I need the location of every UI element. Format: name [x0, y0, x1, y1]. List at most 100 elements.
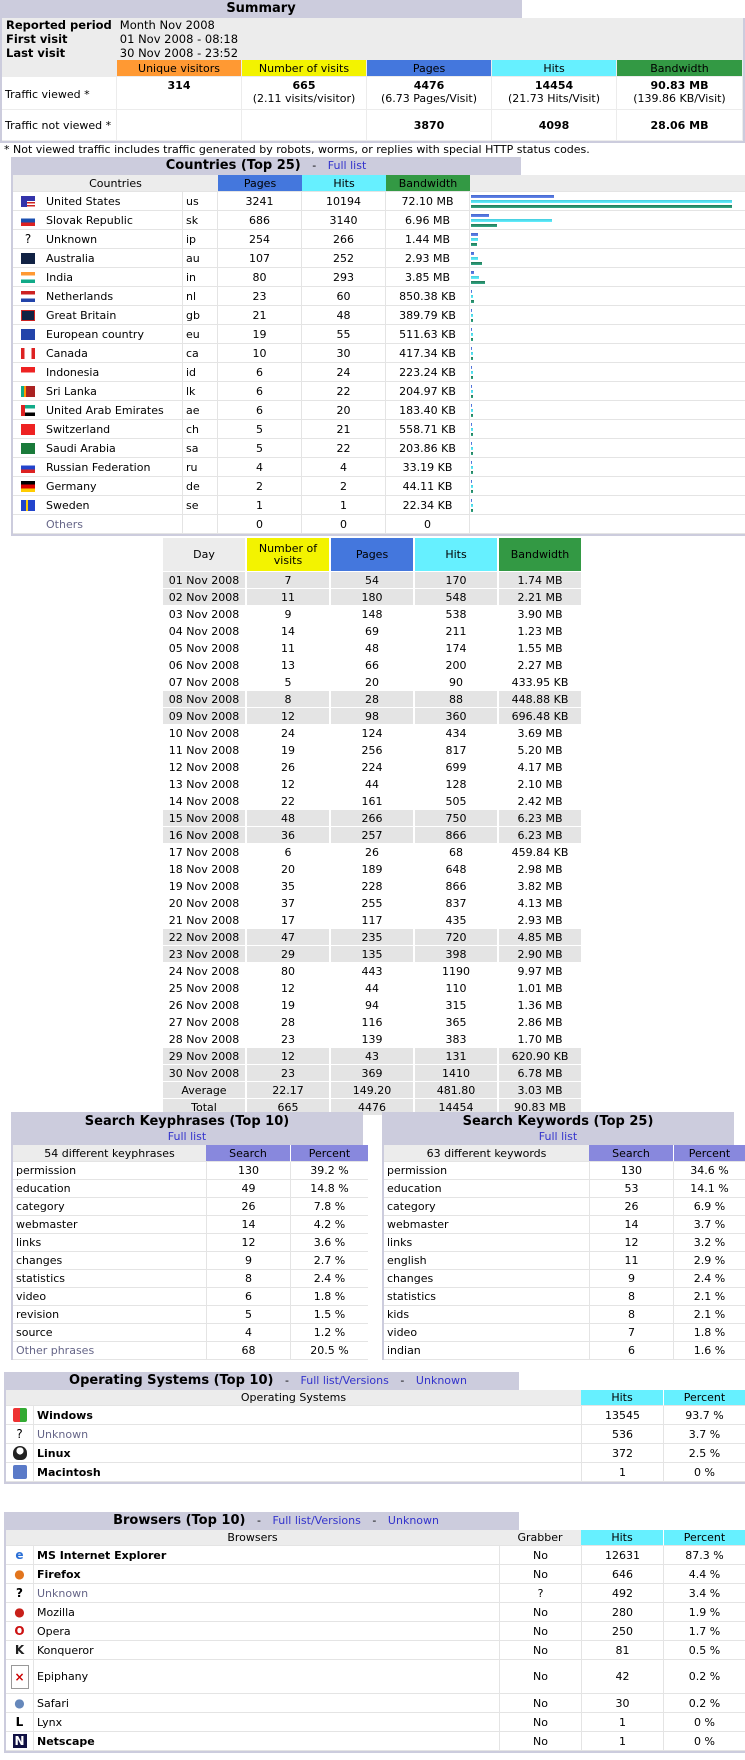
- day-bandwidth: 2.10 MB: [499, 776, 583, 793]
- search-count: 49: [206, 1180, 290, 1198]
- os-name: Linux: [34, 1444, 581, 1463]
- day-day: 27 Nov 2008: [163, 1014, 247, 1031]
- country-name: Saudi Arabia: [43, 439, 183, 458]
- hits-bar: [471, 484, 473, 488]
- os-full-list-link[interactable]: Full list/Versions: [300, 1374, 389, 1387]
- day-pages: 443: [331, 963, 415, 980]
- col-bandwidth: Bandwidth: [386, 175, 470, 192]
- bandwidth-bar: [471, 242, 477, 246]
- browser-grabber: No: [499, 1546, 581, 1565]
- search-term-row: source 4 1.2 %: [13, 1324, 368, 1342]
- hits-bar: [471, 199, 732, 203]
- country-row: Canada ca 10 30 417.34 KB: [13, 344, 745, 363]
- day-row: 10 Nov 2008 24 124 434 3.69 MB: [163, 725, 583, 742]
- day-day: 04 Nov 2008: [163, 623, 247, 640]
- day-visits: 35: [247, 878, 331, 895]
- hits-bar: [471, 237, 478, 241]
- pages-bar: [471, 327, 472, 331]
- day-bandwidth: 448.88 KB: [499, 691, 583, 708]
- pages-bar: [471, 422, 472, 426]
- os-unknown-link[interactable]: Unknown: [415, 1374, 467, 1387]
- day-pages: 256: [331, 742, 415, 759]
- country-name: Indonesia: [43, 363, 183, 382]
- keywords-full-list-link[interactable]: Full list: [538, 1130, 578, 1143]
- browser-percent: 3.4 %: [663, 1584, 745, 1603]
- day-bandwidth: 6.23 MB: [499, 810, 583, 827]
- search-percent: 1.8 %: [673, 1324, 745, 1342]
- country-bar-graph: [470, 211, 745, 230]
- keyphrases-title: Search Keyphrases (Top 10): [84, 1114, 290, 1129]
- day-visits: 12: [247, 708, 331, 725]
- day-pages: 139: [331, 1031, 415, 1048]
- browser-percent: 0 %: [663, 1732, 745, 1751]
- traffic-viewed-label: Traffic viewed *: [2, 77, 117, 110]
- country-hits: 1: [302, 496, 386, 515]
- day-hits: 505: [415, 793, 499, 810]
- flag-nl-icon: [21, 291, 35, 302]
- country-pages: 6: [218, 401, 302, 420]
- browser-name: Opera: [34, 1622, 499, 1641]
- day-bandwidth: 4.13 MB: [499, 895, 583, 912]
- search-term: webmaster: [13, 1216, 206, 1234]
- epiphany-broken-image-icon: ×: [10, 1664, 29, 1689]
- hits-bar: [471, 256, 478, 260]
- browser-row: O Opera No 250 1.7 %: [6, 1622, 745, 1641]
- browser-grabber: No: [499, 1565, 581, 1584]
- day-day: 29 Nov 2008: [163, 1048, 247, 1065]
- flag-in-icon: [21, 272, 35, 283]
- nv-pages-value: 3870: [413, 118, 445, 132]
- info-label: First visit: [6, 32, 68, 46]
- bandwidth-bar: [471, 204, 732, 208]
- day-pages: 116: [331, 1014, 415, 1031]
- pages-bar: [471, 403, 472, 407]
- browser-grabber: No: [499, 1603, 581, 1622]
- countries-full-list-link[interactable]: Full list: [327, 159, 367, 172]
- day-visits: 36: [247, 827, 331, 844]
- day-day: 24 Nov 2008: [163, 963, 247, 980]
- browsers-unknown-link[interactable]: Unknown: [387, 1514, 439, 1527]
- day-row: 25 Nov 2008 12 44 110 1.01 MB: [163, 980, 583, 997]
- country-bandwidth: 389.79 KB: [386, 306, 470, 325]
- col-os: Operating Systems: [6, 1390, 581, 1406]
- day-visits: 11: [247, 589, 331, 606]
- day-pages: 26: [331, 844, 415, 861]
- day-day: 28 Nov 2008: [163, 1031, 247, 1048]
- browsers-full-list-link[interactable]: Full list/Versions: [272, 1514, 361, 1527]
- day-day: 07 Nov 2008: [163, 674, 247, 691]
- internet-explorer-icon: e: [15, 1548, 24, 1562]
- browser-row: N Netscape No 1 0 %: [6, 1732, 745, 1751]
- day-day: 20 Nov 2008: [163, 895, 247, 912]
- countries-section: Countries (Top 25) - Full list Countries…: [11, 157, 745, 536]
- search-term-row: permission 130 39.2 %: [13, 1162, 368, 1180]
- browser-name: Konqueror: [34, 1641, 499, 1660]
- os-hits: 372: [581, 1444, 663, 1463]
- search-term-row: revision 5 1.5 %: [13, 1306, 368, 1324]
- day-hits: 68: [415, 844, 499, 861]
- bandwidth-bar: [471, 375, 473, 379]
- hits-value: 14454: [534, 79, 574, 92]
- country-row: Saudi Arabia sa 5 22 203.86 KB: [13, 439, 745, 458]
- keyphrases-full-list-link[interactable]: Full list: [167, 1130, 207, 1143]
- bandwidth-bar: [471, 337, 473, 341]
- country-code: ae: [183, 401, 218, 420]
- search-percent: 2.4 %: [673, 1270, 745, 1288]
- country-bar-graph: [470, 192, 745, 211]
- search-term-row: statistics 8 2.4 %: [13, 1270, 368, 1288]
- day-row: 16 Nov 2008 36 257 866 6.23 MB: [163, 827, 583, 844]
- country-pages: 254: [218, 230, 302, 249]
- search-percent: 39.2 %: [290, 1162, 368, 1180]
- day-pages: 266: [331, 810, 415, 827]
- hits-bar: [471, 446, 473, 450]
- country-pages: 686: [218, 211, 302, 230]
- country-row: Australia au 107 252 2.93 MB: [13, 249, 745, 268]
- country-code: sa: [183, 439, 218, 458]
- day-hits: 866: [415, 827, 499, 844]
- country-code: ca: [183, 344, 218, 363]
- search-count: 9: [206, 1252, 290, 1270]
- day-visits: 22.17: [247, 1082, 331, 1099]
- country-name: United Arab Emirates: [43, 401, 183, 420]
- day-day: 25 Nov 2008: [163, 980, 247, 997]
- search-count: 53: [589, 1180, 673, 1198]
- day-row: 26 Nov 2008 19 94 315 1.36 MB: [163, 997, 583, 1014]
- col-percent: Percent: [663, 1390, 745, 1406]
